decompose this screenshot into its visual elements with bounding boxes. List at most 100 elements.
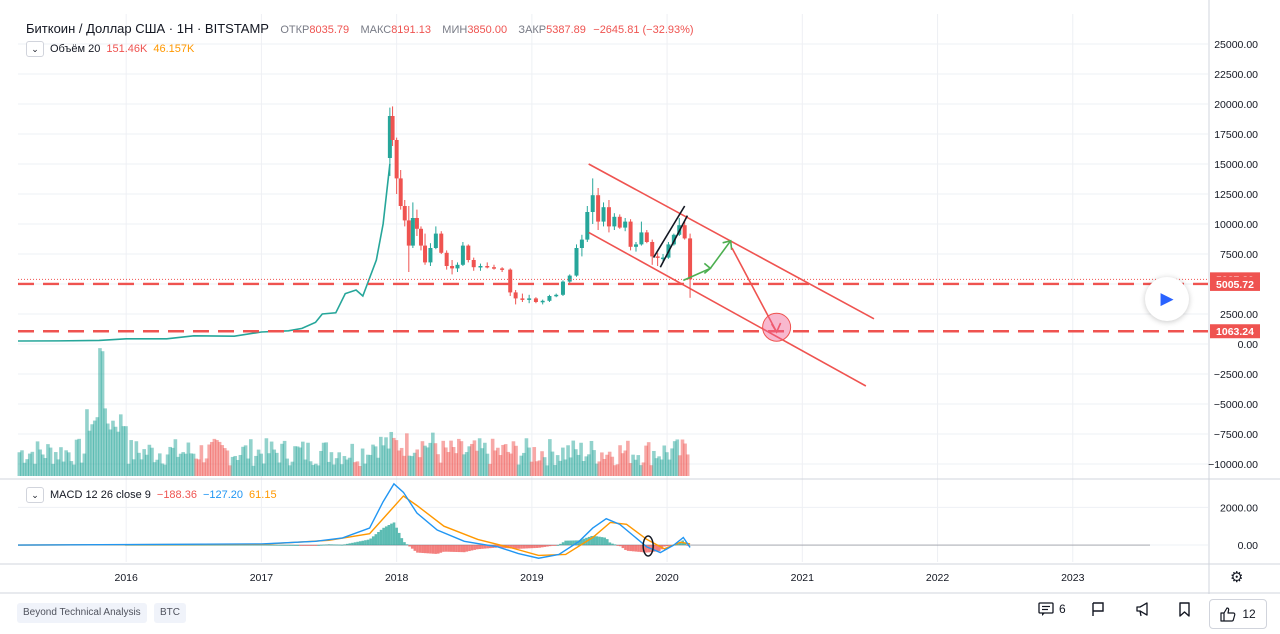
macd-histogram-bar [273,544,276,546]
volume-bar [129,440,133,476]
comments-button[interactable]: 6 [1038,602,1066,616]
volume-bar [113,426,118,476]
macd-histogram-bar [655,545,658,552]
volume-bar [672,441,677,476]
likes-count: 12 [1242,607,1256,621]
volume-bar [522,452,526,476]
volume-bar [407,455,412,476]
volume-bar [662,445,667,476]
macd-histogram-bar [306,545,310,546]
volume-bar [446,452,451,476]
bookmark-button[interactable] [1178,602,1191,617]
volume-bar [103,408,107,476]
candle-body [579,239,584,248]
volume-bar [25,459,29,476]
volume-bar [480,448,485,476]
settings-button[interactable]: ⚙ [1230,568,1243,586]
volume-bar [298,447,303,476]
volume-bar [35,441,40,476]
macd-histogram-bar [366,539,370,546]
macd-histogram-bar [340,544,344,546]
volume-bar [644,445,648,476]
volume-bar [685,454,690,476]
volume-bar [202,462,206,476]
macd-histogram-bar [228,544,232,546]
comments-count: 6 [1059,602,1066,616]
macd-histogram-bar [462,545,466,553]
macd-histogram-bar [309,545,313,546]
volume-bar [111,420,115,476]
volume-bar [459,441,464,476]
macd-histogram-bar [486,545,489,549]
y-tick-label: 25000.00 [1214,39,1258,51]
macd-value: −127.20 [202,489,244,501]
volume-bar [290,461,295,476]
volume-bar [529,461,534,476]
volume-bar [659,459,664,476]
macd-histogram-bar [470,545,474,551]
macd-histogram-bar [608,542,612,546]
comment-icon [1038,602,1054,616]
candle-body [387,116,392,158]
volume-bar [363,463,368,476]
macd-histogram-bar [618,545,622,547]
like-button[interactable]: 12 [1209,599,1267,629]
volume-bar [347,457,352,476]
flag-button[interactable] [1091,602,1105,617]
macd-histogram-bar [327,544,331,546]
volume-bar [275,452,279,476]
volume-bar [118,414,123,476]
macd-histogram-bar [384,526,388,546]
macd-histogram-bar [317,544,320,546]
volume-bar [457,438,461,476]
play-button[interactable]: ▶ [1145,277,1189,321]
flag-icon [1092,602,1104,616]
macd-histogram-bar [369,538,372,546]
tag-btc[interactable]: BTC [154,603,186,623]
macd-histogram-bar [335,544,339,546]
x-tick-label: 2022 [926,572,950,584]
macd-histogram-bar [621,545,625,549]
footer-bar: Beyond Technical Analysis BTC 6 12 [0,594,1280,634]
candle-body [612,216,617,227]
macd-collapse-button[interactable]: ⌄ [26,487,44,503]
macd-histogram-bar [231,544,235,546]
volume-bar [615,464,620,476]
candle-body [394,140,399,179]
macd-histogram-bar [314,545,318,546]
volume-bar [243,445,248,476]
macd-histogram-bar [481,545,484,549]
volume-bar [610,456,615,476]
macd-histogram-bar [652,545,656,552]
candle-body [585,212,590,240]
macd-histogram-bar [647,545,651,553]
candle-body [444,252,449,266]
macd-hist-value: −188.36 [156,489,197,501]
y-tick-label: −10000.00 [1208,459,1258,471]
chart-area[interactable]: 25000.00 22500.00 20000.00 17500.00 15000.00… [0,0,1280,594]
macd-histogram-bar [223,544,227,546]
volume-bar [646,442,651,476]
x-tick-label: 2021 [791,572,815,584]
share-button[interactable] [1135,602,1151,617]
volume-bar [251,465,256,476]
volume-bar [155,459,159,476]
y-tick-label: 22500.00 [1214,69,1258,81]
volume-bar [228,465,232,476]
tag-beyond-ta[interactable]: Beyond Technical Analysis [17,603,147,623]
volume-collapse-button[interactable]: ⌄ [26,41,44,57]
volume-bar [418,457,422,476]
symbol-title: Биткоин / Доллар США · 1Н · BITSTAMP [26,21,269,36]
volume-bar [498,455,503,476]
macd-histogram-bar [239,544,242,546]
candle-body [433,233,438,248]
thumbs-up-icon [1220,606,1236,622]
volume-bar [157,453,162,476]
volume-bar [95,417,100,476]
volume-bar [43,458,48,476]
macd-histogram-bar [540,545,544,548]
price-chart[interactable]: 25000.00 22500.00 20000.00 17500.00 15000.00… [0,0,1280,594]
macd-histogram-bar [543,545,547,547]
candle-body [471,260,476,268]
candle-body [617,216,622,228]
